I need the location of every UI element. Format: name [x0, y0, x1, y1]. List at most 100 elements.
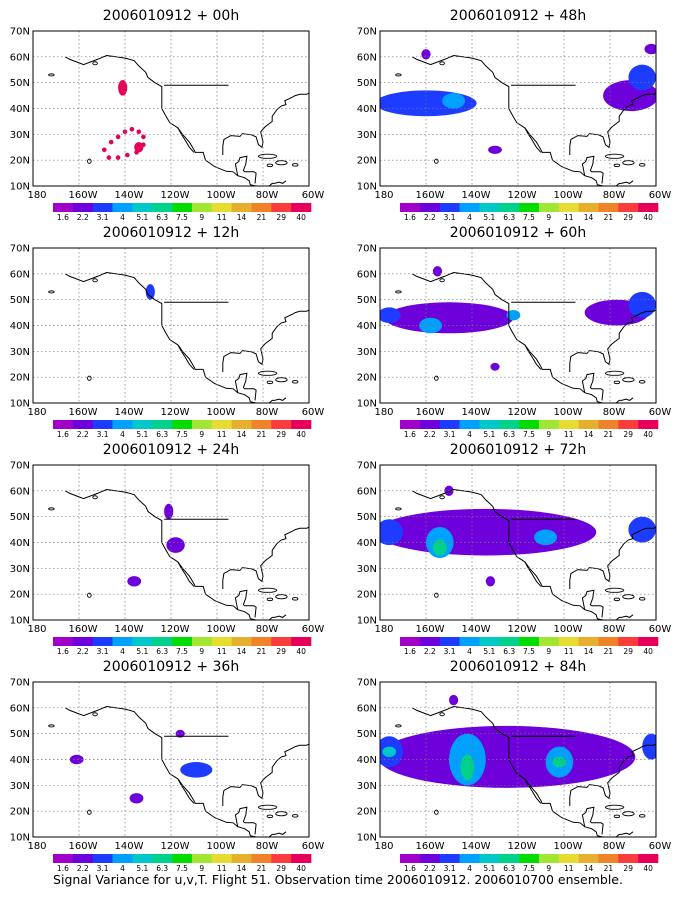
lon-tick-label: 160W	[69, 407, 98, 418]
colorbar-swatch	[578, 420, 599, 429]
colorbar-swatch	[499, 854, 520, 863]
colorbar-swatch	[439, 637, 460, 646]
lon-tick-label: 60W	[302, 841, 325, 852]
map-plot-area	[380, 465, 656, 620]
panel-title: 2006010912 + 24h	[103, 442, 239, 458]
colorbar-label: 21	[604, 430, 614, 439]
colorbar-label: 3.1	[444, 430, 456, 439]
colorbar-label: 7.5	[176, 213, 188, 222]
colorbar-label: 5.1	[483, 647, 495, 656]
variance-contour	[506, 310, 521, 321]
colorbar-swatch	[152, 854, 173, 863]
colorbar-swatch	[598, 854, 619, 863]
colorbar-label: 2.2	[77, 430, 89, 439]
variance-contour	[442, 93, 466, 109]
colorbar-label: 6.3	[503, 213, 515, 222]
colorbar-label: 3.1	[444, 864, 456, 873]
lon-tick-label: 60W	[302, 407, 325, 418]
colorbar-label: 5.1	[136, 864, 148, 873]
lat-tick-label: 10N	[357, 616, 377, 627]
colorbar-label: 6.3	[156, 864, 168, 873]
colorbar-label: 29	[276, 430, 286, 439]
colorbar-swatch	[211, 637, 232, 646]
lat-tick-label: 60N	[357, 486, 377, 497]
colorbar-swatch	[231, 420, 252, 429]
lon-tick-label: 180	[27, 624, 46, 635]
colorbar-label: 7.5	[176, 864, 188, 873]
colorbar-label: 21	[257, 864, 267, 873]
panel-title: 2006010912 + 48h	[450, 8, 586, 24]
colorbar-swatch	[112, 637, 133, 646]
variance-contour	[164, 503, 174, 520]
variance-contour	[129, 793, 144, 804]
variance-contour	[127, 576, 142, 587]
lon-tick-label: 180	[374, 624, 393, 635]
lat-tick-label: 60N	[10, 52, 30, 63]
variance-contour	[145, 284, 155, 300]
colorbar-label: 2.2	[424, 647, 436, 656]
lon-tick-label: 80W	[256, 190, 279, 201]
colorbar-label: 7.5	[523, 864, 535, 873]
colorbar-label: 40	[296, 213, 306, 222]
coastlines	[395, 488, 656, 620]
panel-title: 2006010912 + 60h	[450, 225, 586, 241]
colorbar-swatch	[291, 637, 312, 646]
lat-tick-label: 20N	[10, 156, 30, 167]
colorbar: 1.6 2.2 3.1 4 5.1 6.3 7.5 9 11 14 21 29 40	[53, 637, 312, 656]
lon-tick-label: 60W	[649, 841, 672, 852]
lon-tick-label: 60W	[649, 407, 672, 418]
graticule	[380, 682, 656, 837]
lon-tick-label: 140W	[115, 407, 144, 418]
colorbar-swatch	[231, 854, 252, 863]
colorbar-swatch	[172, 637, 193, 646]
lon-tick-label: 120W	[161, 190, 190, 201]
lon-tick-label: 60W	[649, 190, 672, 201]
variance-contour	[460, 754, 475, 781]
variance-contour	[69, 754, 84, 765]
lat-tick-label: 60N	[357, 52, 377, 63]
colorbar-swatch	[538, 854, 560, 863]
colorbar-swatch	[53, 203, 74, 212]
colorbar-label: 40	[643, 647, 653, 656]
colorbar-label: 14	[584, 430, 594, 439]
lon-tick-label: 160W	[416, 624, 445, 635]
colorbar-swatch	[638, 203, 659, 212]
colorbar-label: 29	[276, 864, 286, 873]
colorbar-label: 1.6	[404, 213, 416, 222]
colorbar-label: 21	[604, 213, 614, 222]
colorbar-swatch	[519, 637, 540, 646]
colorbar-label: 3.1	[444, 213, 456, 222]
variance-contour	[628, 291, 656, 318]
variance-contour	[380, 508, 597, 556]
colorbar-swatch	[400, 637, 421, 646]
colorbar-label: 40	[296, 647, 306, 656]
colorbar-swatch	[72, 203, 93, 212]
colorbar-swatch	[251, 203, 272, 212]
lon-tick-label: 80W	[603, 407, 626, 418]
lat-tick-label: 40N	[357, 538, 377, 549]
coastlines	[395, 54, 656, 186]
colorbar-label: 1.6	[57, 647, 69, 656]
lon-tick-label: 160W	[69, 624, 98, 635]
colorbar-swatch	[271, 420, 292, 429]
map-plot-area	[380, 248, 656, 403]
colorbar-swatch	[439, 854, 460, 863]
lat-tick-label: 60N	[10, 269, 30, 280]
lon-tick-label: 100W	[554, 407, 583, 418]
colorbar-swatch	[479, 203, 500, 212]
colorbar-swatch	[459, 637, 480, 646]
observation-dot	[115, 155, 121, 160]
colorbar-swatch	[211, 420, 232, 429]
colorbar-label: 6.3	[503, 430, 515, 439]
colorbar-swatch	[132, 203, 153, 212]
colorbar-swatch	[152, 420, 173, 429]
colorbar-swatch	[400, 854, 421, 863]
lon-tick-label: 100W	[207, 624, 236, 635]
lon-tick-label: 120W	[161, 841, 190, 852]
colorbar-swatch	[291, 203, 312, 212]
lat-tick-label: 30N	[10, 130, 30, 141]
colorbar-label: 40	[296, 430, 306, 439]
colorbar-label: 9	[199, 430, 204, 439]
lat-tick-label: 70N	[357, 27, 377, 38]
